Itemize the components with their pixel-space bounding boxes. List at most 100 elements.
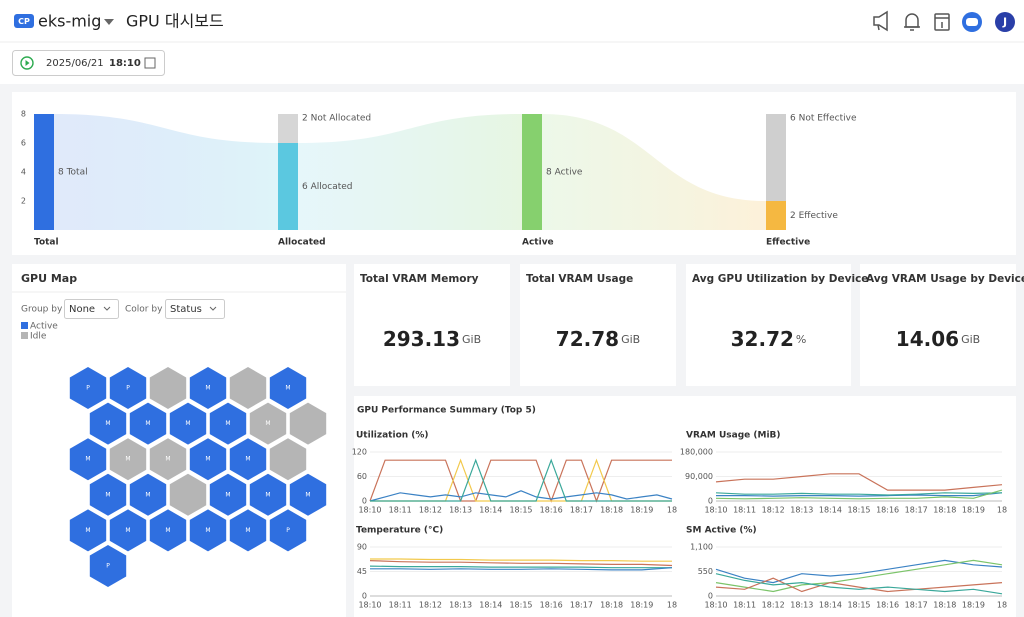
gpu-map-title: GPU Map — [21, 272, 77, 285]
series-line — [715, 473, 1003, 491]
gpu-hex-label: M — [245, 456, 250, 463]
gpu-hex[interactable] — [189, 367, 227, 409]
x-tick-label: 18:15 — [847, 601, 870, 610]
gpu-hex[interactable] — [129, 402, 167, 445]
stat-value: 72.78 GiB — [556, 327, 640, 351]
stat-card — [686, 264, 851, 386]
group-by-select[interactable] — [64, 299, 119, 319]
stage-label: Total — [34, 238, 59, 248]
y-tick-label: 0 — [362, 592, 367, 601]
gpu-hex[interactable] — [229, 438, 267, 481]
gpu-hex[interactable] — [249, 402, 287, 445]
color-by-select[interactable] — [165, 299, 225, 319]
gpu-hex-label: M — [205, 527, 210, 534]
gpu-hex-label: P — [286, 527, 290, 534]
user-avatar[interactable] — [995, 12, 1015, 32]
gpu-hex[interactable] — [89, 545, 127, 587]
calendar-icon[interactable] — [934, 13, 950, 31]
x-tick-label: 18:14 — [819, 506, 842, 515]
gpu-hex[interactable] — [69, 509, 107, 552]
chevron — [103, 306, 111, 311]
x-tick-label: 18:17 — [905, 601, 928, 610]
gpu-hex[interactable] — [89, 402, 127, 445]
y-tick-label: 550 — [698, 567, 713, 576]
stat-title: Total VRAM Memory — [360, 273, 479, 285]
stage-label: Active — [522, 238, 554, 248]
gpu-hex[interactable] — [69, 438, 107, 481]
x-tick-label: 18:18 — [600, 506, 623, 515]
notice-icon[interactable] — [873, 10, 888, 32]
cluster-badge[interactable] — [14, 14, 34, 28]
gpu-hex[interactable] — [169, 402, 207, 445]
play-icon[interactable] — [20, 56, 34, 70]
time-text: 18:10 — [109, 58, 141, 69]
gpu-hex[interactable] — [269, 509, 307, 552]
x-tick-label: 18:11 — [733, 506, 756, 515]
gpu-hex-label: M — [145, 491, 150, 498]
stage-label: Effective — [766, 238, 810, 248]
y-tick-label: 60 — [357, 472, 367, 481]
gpu-hex[interactable] — [149, 367, 187, 409]
series-line — [715, 559, 1003, 584]
x-tick-label: 18:12 — [419, 506, 442, 515]
x-tick-label: 18:16 — [540, 601, 563, 610]
gpu-hex-label: M — [305, 491, 310, 498]
gpu-hex-label: M — [265, 420, 270, 427]
series-line — [715, 492, 1003, 496]
gpu-hex[interactable] — [149, 438, 187, 481]
gpu-hex[interactable] — [109, 367, 147, 409]
legend-label: Idle — [30, 332, 47, 342]
gpu-hex[interactable] — [109, 438, 147, 481]
gpu-hex[interactable] — [289, 402, 327, 445]
gpu-hex[interactable] — [229, 367, 267, 409]
gpu-hex[interactable] — [189, 509, 227, 552]
cluster-dropdown[interactable] — [104, 19, 114, 25]
gpu-hex[interactable] — [109, 509, 147, 552]
x-tick-label: 18:14 — [479, 601, 502, 610]
x-tick-label: 18:10 — [358, 506, 381, 515]
cluster-name[interactable]: eks-mig — [38, 12, 101, 31]
stage-label: Allocated — [278, 238, 326, 248]
x-tick-label: 18:13 — [449, 601, 472, 610]
x-tick-label: 18:15 — [847, 506, 870, 515]
gpu-hex[interactable] — [269, 438, 307, 481]
gpu-hex-label: M — [185, 420, 190, 427]
gpu-hex-label: M — [165, 456, 170, 463]
series-line — [370, 567, 673, 571]
x-tick-label: 18:19 — [630, 506, 653, 515]
series-line — [715, 573, 1003, 595]
gpu-hex[interactable] — [169, 473, 207, 516]
gpu-hex[interactable] — [149, 509, 187, 552]
stat-number: 32.72 — [731, 327, 794, 351]
legend-swatch — [21, 332, 28, 339]
gpu-hex-label: M — [225, 420, 230, 427]
gpu-hex[interactable] — [89, 473, 127, 516]
gpu-hex[interactable] — [189, 438, 227, 481]
gpu-hex[interactable] — [229, 509, 267, 552]
performance-title: GPU Performance Summary (Top 5) — [357, 406, 536, 416]
x-tick-label: 18:19 — [630, 601, 653, 610]
flow — [298, 114, 522, 230]
legend-label: Active — [30, 322, 58, 332]
gpu-hex[interactable] — [209, 473, 247, 516]
gpu-hex[interactable] — [69, 367, 107, 409]
series-line — [370, 558, 672, 562]
segment-label: 8 Active — [546, 168, 583, 178]
gpu-hex[interactable] — [289, 473, 327, 516]
gpu-hex-label: M — [245, 527, 250, 534]
time-picker[interactable] — [12, 50, 165, 76]
gpu-hex[interactable] — [269, 367, 307, 409]
bar-segment — [766, 201, 786, 230]
segment-label: 6 Allocated — [302, 182, 353, 192]
gpu-hex[interactable] — [249, 473, 287, 516]
x-tick-label: 18:13 — [790, 506, 813, 515]
x-tick-label: 18 — [997, 506, 1007, 515]
calendar-button[interactable] — [144, 57, 156, 69]
x-tick-label: 18:19 — [962, 506, 985, 515]
x-tick-label: 18:18 — [933, 506, 956, 515]
bell-icon[interactable] — [904, 13, 920, 31]
discord-glyph — [966, 18, 978, 26]
x-tick-label: 18:10 — [704, 506, 727, 515]
gpu-hex[interactable] — [209, 402, 247, 445]
gpu-hex[interactable] — [129, 473, 167, 516]
